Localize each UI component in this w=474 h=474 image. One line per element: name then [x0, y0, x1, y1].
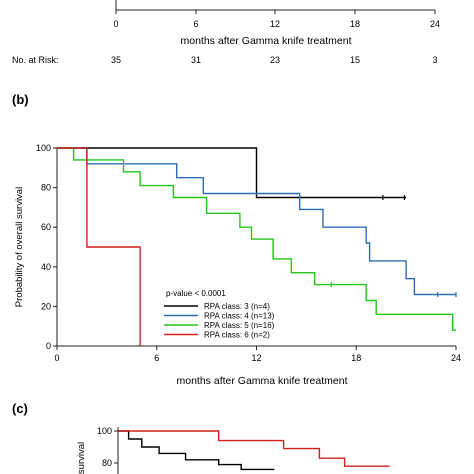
panel-b-y-tick-label: 0 — [46, 341, 51, 351]
panel-c-axes: 80 100 — [97, 426, 119, 474]
panel-b-y-axis-label: Probability of overall survival — [14, 187, 25, 307]
panel-c-label: (c) — [12, 401, 28, 416]
series-line-rpa-4 — [57, 147, 456, 296]
panel-c: (c) 80 100 survival — [12, 401, 390, 474]
risk-value: 23 — [270, 55, 280, 65]
panel-b-y-tick-label: 40 — [41, 262, 51, 272]
legend-entry: RPA class: 3 (n=4) — [204, 302, 270, 311]
legend-entry: RPA class: 6 (n=2) — [204, 331, 270, 340]
panel-c-y-tick-label: 100 — [97, 426, 112, 436]
risk-value: 35 — [111, 55, 121, 65]
risk-value: 3 — [432, 55, 437, 65]
panel-c-y-axis-label: survival — [76, 442, 87, 474]
panel-a-tick-label: 6 — [193, 19, 198, 29]
panel-b-legend: RPA class: 3 (n=4)RPA class: 4 (n=13)RPA… — [164, 302, 275, 340]
series-line-rpa-5 — [57, 147, 456, 331]
legend-entry: RPA class: 4 (n=13) — [204, 312, 275, 321]
legend-entry: RPA class: 5 (n=16) — [204, 321, 275, 330]
panel-b-x-tick-label: 6 — [154, 353, 159, 363]
panel-b-y-tick-label: 60 — [41, 222, 51, 232]
panel-a-tick-label: 0 — [113, 19, 118, 29]
panel-b-x-tick-label: 0 — [54, 353, 59, 363]
panel-b-axes: 0 20 40 60 80 100 0 6 12 18 24 — [36, 143, 461, 363]
panel-b-y-tick-label: 100 — [36, 143, 51, 153]
panel-a-tick-label: 18 — [350, 19, 360, 29]
panel-b-y-tick-label: 80 — [41, 183, 51, 193]
panel-b-x-axis-label: months after Gamma knife treatment — [177, 375, 348, 387]
panel-a-x-axis-label: months after Gamma knife treatment — [181, 35, 352, 47]
panel-c-series-line — [118, 430, 390, 467]
panel-c-y-tick-label: 80 — [102, 458, 112, 468]
panel-b-label: (b) — [12, 92, 29, 107]
panel-b-series — [57, 147, 457, 346]
series-line-rpa-6 — [57, 147, 141, 346]
panel-a: 0 6 12 18 24 months after Gamma knife tr… — [12, 0, 440, 65]
p-value-annotation: p-value < 0.0001 — [166, 289, 226, 298]
panel-a-tick-label: 12 — [270, 19, 280, 29]
risk-value: 15 — [350, 55, 360, 65]
panel-c-series — [118, 430, 390, 471]
panel-b-x-tick-label: 18 — [351, 353, 361, 363]
panel-a-tick-label: 24 — [430, 19, 440, 29]
risk-value: 31 — [191, 55, 201, 65]
series-line-rpa-3 — [57, 147, 407, 199]
panel-b-x-tick-label: 12 — [251, 353, 261, 363]
panel-b-x-tick-label: 24 — [451, 353, 461, 363]
panel-b-y-tick-label: 20 — [41, 301, 51, 311]
panel-b: (b) 0 20 40 60 80 100 0 6 12 18 24 RPA class: 3 (n… — [12, 92, 461, 387]
risk-table-label: No. at Risk: — [12, 55, 59, 65]
panel-c-series-line — [118, 430, 275, 471]
